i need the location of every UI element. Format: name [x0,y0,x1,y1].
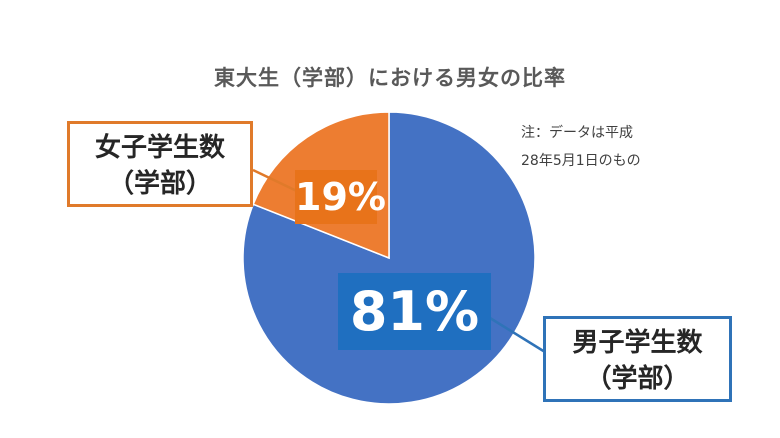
female-percent-label: 19% [295,170,386,224]
data-note-line-2: 28年5月1日のもの [521,153,641,169]
female-callout-line-1: 女子学生数 [94,133,225,163]
male-callout-line-1: 男子学生数 [572,328,703,358]
data-note-line-1: 注：データは平成 [521,125,633,141]
male-leader-line [489,316,546,354]
female-leader-line [252,168,304,196]
male-callout: 男子学生数 （学部） [543,316,732,402]
male-callout-line-2: （学部） [585,364,690,394]
chart-title: 東大生（学部）における男女の比率 [214,66,566,90]
female-callout-line-2: （学部） [107,169,212,199]
male-percent-label: 81% [338,273,491,350]
female-callout: 女子学生数 （学部） [67,121,253,207]
